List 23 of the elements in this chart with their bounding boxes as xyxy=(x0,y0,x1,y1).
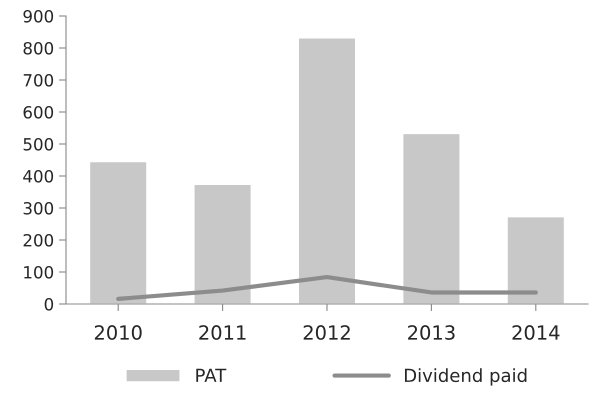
y-tick-label: 0 xyxy=(44,298,54,311)
bar xyxy=(298,37,356,304)
y-tick-label: 200 xyxy=(24,234,54,247)
x-tick-label: 2014 xyxy=(512,325,560,340)
x-tick-label: 2012 xyxy=(304,325,350,340)
bar xyxy=(402,132,461,304)
bar xyxy=(88,160,148,304)
y-tick-label: 400 xyxy=(23,170,54,183)
bar xyxy=(506,216,566,304)
y-tick-label: 900 xyxy=(23,10,54,23)
y-tick-label: 100 xyxy=(24,266,54,279)
bar xyxy=(193,184,252,304)
y-tick-label: 700 xyxy=(24,74,54,87)
y-tick-label: 600 xyxy=(24,106,54,119)
line-series xyxy=(116,275,538,301)
x-tick-label: 2010 xyxy=(94,325,142,340)
y-tick-label: 300 xyxy=(24,202,54,215)
x-tick-label: 2011 xyxy=(199,325,246,340)
legend-label: PAT xyxy=(196,368,226,382)
y-tick-label: 500 xyxy=(24,138,54,151)
legend-label: Dividend paid xyxy=(404,368,526,386)
x-tick-label: 2013 xyxy=(408,325,455,340)
y-tick-label: 800 xyxy=(24,42,54,55)
